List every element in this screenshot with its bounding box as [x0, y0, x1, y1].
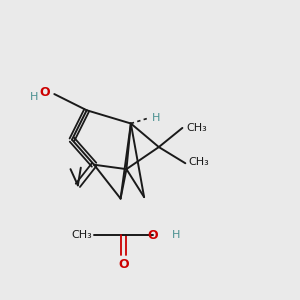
Text: H: H	[30, 92, 38, 102]
Text: O: O	[148, 229, 158, 242]
Text: H: H	[172, 230, 181, 240]
Text: O: O	[39, 86, 50, 99]
Text: CH₃: CH₃	[186, 123, 207, 133]
Text: CH₃: CH₃	[72, 230, 93, 240]
Text: CH₃: CH₃	[189, 157, 210, 167]
Text: O: O	[118, 258, 129, 271]
Text: H: H	[152, 112, 160, 123]
